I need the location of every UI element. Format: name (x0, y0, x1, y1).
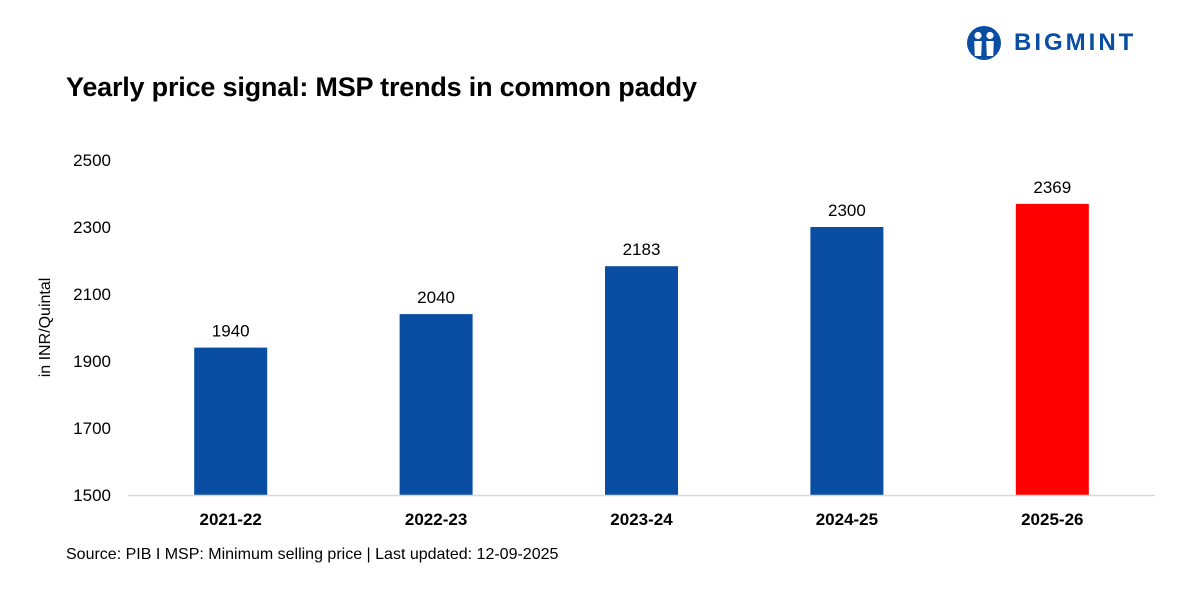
bar-2021-22 (194, 347, 268, 495)
bigmint-logo-icon (967, 26, 1001, 60)
y-tick-label: 1700 (73, 419, 111, 438)
x-tick-label: 2021-22 (200, 510, 262, 529)
x-tick-label: 2022-23 (405, 510, 467, 529)
bar-2023-24 (605, 266, 678, 495)
y-axis-label: in INR/Quintal (37, 278, 54, 378)
y-tick-label: 1500 (73, 486, 111, 505)
y-tick-label: 2500 (73, 151, 111, 170)
data-label: 2183 (623, 240, 661, 259)
bar-2024-25 (810, 227, 884, 495)
y-tick-label: 2100 (73, 285, 111, 304)
bar-2022-23 (399, 314, 473, 495)
source-note: Source: PIB I MSP: Minimum selling price… (66, 546, 559, 563)
x-tick-label: 2023-24 (610, 510, 673, 529)
y-tick-label: 1900 (73, 352, 111, 371)
x-tick-label: 2024-25 (816, 510, 878, 529)
chart-title: Yearly price signal: MSP trends in commo… (66, 72, 697, 102)
y-tick-label: 2300 (73, 218, 111, 237)
bar-2025-26 (1015, 203, 1089, 495)
brand-name: BIGMINT (1014, 29, 1137, 56)
data-label: 2040 (417, 288, 455, 307)
x-tick-label: 2025-26 (1021, 510, 1083, 529)
data-label: 1940 (212, 322, 250, 341)
brand-logo: BIGMINT (966, 23, 1136, 63)
data-label: 2369 (1033, 178, 1071, 197)
data-label: 2300 (828, 201, 866, 220)
